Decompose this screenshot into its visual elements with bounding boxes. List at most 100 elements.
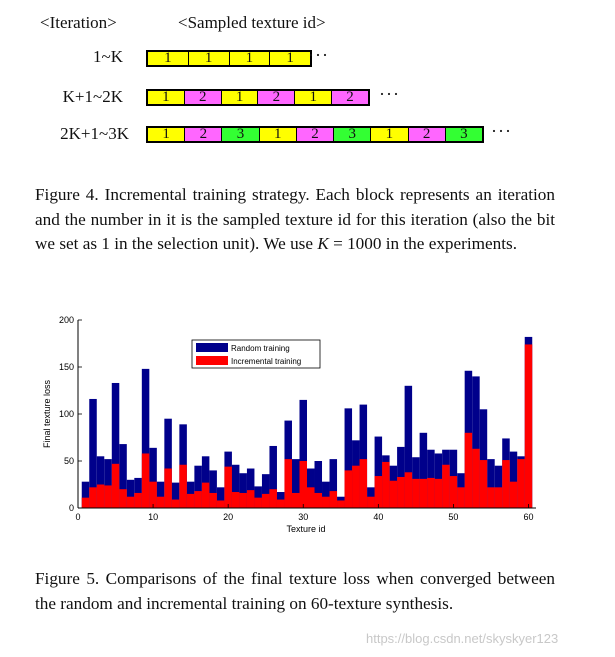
bar-incremental-training	[164, 468, 172, 508]
bar-random-training	[472, 376, 480, 508]
bar-random-training	[314, 461, 323, 508]
texture-block: 1	[188, 51, 230, 66]
figure4-caption-end: = 1000 in the experiments.	[328, 234, 517, 253]
bar-incremental-training	[524, 344, 533, 508]
x-tick-label: 30	[298, 512, 308, 522]
bar-random-training	[479, 409, 488, 508]
bar-random-training	[494, 465, 503, 508]
texture-block: 2	[408, 127, 446, 142]
bar-random-training	[156, 481, 165, 508]
figure4-caption: Figure 4. Incremental training strategy.…	[35, 183, 555, 257]
bar-incremental-training	[216, 500, 225, 508]
bar-incremental-training	[502, 460, 510, 508]
bar-incremental-training	[322, 496, 330, 508]
continuation-dots-3: ···	[491, 121, 512, 141]
x-ticks: 0 10 20 30 40 50 60	[75, 504, 533, 522]
bar-random-training	[171, 482, 180, 508]
bar-incremental-training	[352, 465, 360, 508]
bar-random-training	[329, 459, 338, 508]
bar-random-training	[126, 479, 135, 508]
bar-random-training	[81, 481, 90, 508]
bar-incremental-training	[104, 485, 112, 508]
figure5-caption: Figure 5. Comparisons of the final textu…	[35, 569, 555, 613]
header-sampled-texture-id: <Sampled texture id>	[178, 13, 326, 32]
bar-incremental-training	[449, 476, 458, 508]
x-tick-label: 10	[148, 512, 158, 522]
bar-incremental-training	[156, 496, 165, 508]
texture-block: 1	[270, 51, 310, 66]
bar-incremental-training	[487, 487, 495, 508]
texture-block: 2	[296, 127, 335, 142]
texture-block: 1	[295, 90, 333, 105]
x-tick-label: 0	[75, 512, 80, 522]
legend-swatch-incremental	[196, 356, 228, 365]
bar-random-training	[509, 451, 518, 508]
texture-block: 1	[371, 127, 409, 142]
bar-incremental-training	[186, 493, 195, 508]
texture-block: 1	[221, 90, 259, 105]
bar-incremental-training	[171, 499, 180, 508]
bar-random-training	[141, 368, 150, 508]
bar-incremental-training	[434, 478, 443, 508]
bar-incremental-training	[427, 477, 435, 508]
bar-random-training	[419, 432, 428, 508]
bar-incremental-training	[299, 461, 307, 508]
texture-block: 3	[445, 127, 482, 142]
bar-incremental-training	[344, 470, 353, 508]
x-tick-label: 40	[373, 512, 383, 522]
bar-incremental-training	[284, 459, 292, 508]
bar-incremental-training	[359, 459, 368, 508]
figure4-caption-text: Figure 4. Incremental training strategy.…	[35, 185, 555, 253]
bar-incremental-training	[96, 484, 105, 508]
bar-incremental-training	[442, 464, 450, 508]
bar-incremental-training	[457, 487, 465, 508]
bar-incremental-training	[209, 492, 217, 508]
bar-random-training	[344, 408, 353, 508]
bar-random-training	[231, 464, 240, 508]
row-label-1: 1~K	[93, 47, 123, 66]
bar-incremental-training	[276, 499, 285, 508]
bar-random-training	[239, 473, 247, 508]
bar-random-training	[261, 474, 270, 508]
bar-incremental-training	[81, 497, 90, 508]
texture-block: 1	[148, 90, 185, 105]
bar-incremental-training	[201, 482, 210, 508]
legend: Random training Incremental training	[191, 339, 321, 369]
bar-random-training	[201, 456, 210, 508]
bar-incremental-training	[119, 489, 127, 508]
bar-incremental-training	[254, 497, 262, 508]
bar-incremental-training	[179, 464, 187, 508]
bar-random-training	[404, 385, 413, 508]
bar-incremental-training	[397, 476, 405, 508]
y-axis-label: Final texture loss	[42, 379, 52, 448]
bar-random-training	[254, 486, 262, 508]
bar-random-training	[134, 477, 142, 508]
bar-incremental-training	[89, 487, 97, 508]
bar-random-training	[209, 470, 217, 508]
y-tick-label: 0	[69, 503, 74, 513]
texture-block: 3	[222, 127, 260, 142]
legend-label-random: Random training	[231, 344, 290, 353]
bar-random-training	[119, 444, 127, 508]
bar-random-training	[89, 398, 97, 508]
bar-incremental-training	[464, 432, 473, 508]
bar-incremental-training	[246, 490, 255, 508]
bar-incremental-training	[509, 481, 518, 508]
bar-incremental-training	[314, 492, 323, 508]
y-tick-label: 200	[59, 315, 74, 325]
x-tick-label: 20	[223, 512, 233, 522]
x-tick-label: 60	[523, 512, 533, 522]
bar-incremental-training	[194, 491, 202, 508]
bar-random-training	[246, 468, 255, 508]
y-ticks: 0 50 100 150 200	[59, 315, 82, 513]
texture-block: 1	[148, 127, 186, 142]
bar-incremental-training	[239, 492, 247, 508]
bar-incremental-training	[126, 496, 135, 508]
bar-incremental-training	[231, 492, 240, 508]
bar-incremental-training	[329, 491, 338, 508]
texture-block: 1	[148, 51, 189, 66]
bar-random-training	[104, 459, 112, 508]
bar-incremental-training	[291, 492, 300, 508]
